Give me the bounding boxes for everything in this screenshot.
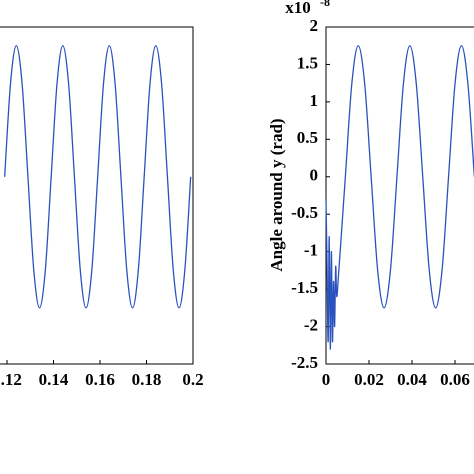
x-tick-label: 0.2 [182, 370, 203, 389]
x-tick-label: 0.14 [39, 370, 69, 389]
multiplier-exponent: -8 [320, 0, 330, 9]
x-tick-label: 0 [322, 370, 331, 389]
y-tick-label: -0.5 [291, 203, 318, 222]
multiplier: x10 [285, 0, 311, 17]
x-tick-label: 0.02 [354, 370, 384, 389]
y-tick-label: -1 [304, 241, 318, 260]
line-series [4, 45, 192, 309]
y-tick-label: -2.5 [291, 353, 318, 372]
line-series [325, 45, 474, 350]
y-tick-label: 1.5 [297, 53, 318, 72]
y-tick-label: 0 [310, 166, 319, 185]
x-tick-label: 0.12 [0, 370, 22, 389]
x-tick-label: 0.18 [132, 370, 162, 389]
y-tick-label: -2 [304, 315, 318, 334]
x-tick-label: 0.16 [85, 370, 115, 389]
y-tick-label: 1 [310, 91, 319, 110]
x-tick-label: 0.06 [440, 370, 470, 389]
y-tick-label: 0.5 [297, 128, 318, 147]
y-tick-label: 2 [310, 16, 319, 35]
y-tick-label: -1.5 [291, 278, 318, 297]
plot-frame [0, 26, 194, 365]
x-tick-label: 0.04 [397, 370, 427, 389]
plot-frame [325, 26, 474, 365]
y-axis-label: Angle around y (rad) [267, 118, 286, 271]
